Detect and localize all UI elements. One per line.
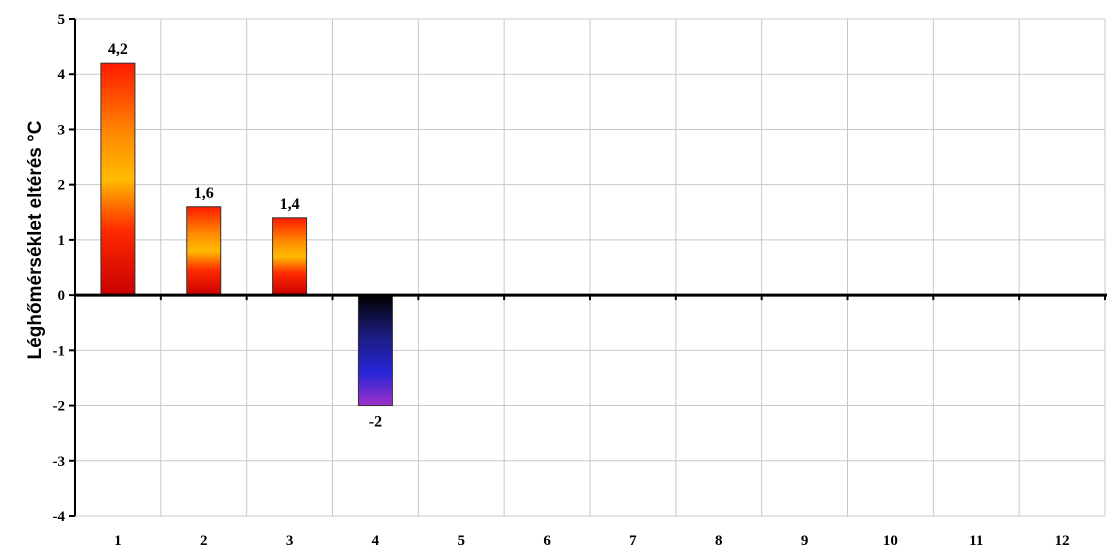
y-tick-label: 5 (58, 12, 66, 28)
x-tick-label: 7 (629, 533, 637, 549)
bar (357, 294, 393, 407)
bar (186, 206, 222, 296)
x-tick-label: 1 (114, 533, 122, 549)
y-tick-label: -2 (53, 399, 66, 415)
y-tick-label: 0 (58, 288, 66, 304)
y-tick-label: -3 (53, 454, 66, 470)
y-tick-label: -4 (53, 509, 66, 525)
data-label: 1,6 (194, 185, 214, 202)
x-tick-label: 6 (543, 533, 551, 549)
bar (272, 217, 308, 296)
data-label: -2 (369, 414, 382, 431)
y-tick-label: 3 (58, 122, 66, 138)
y-tick-label: 1 (58, 233, 66, 249)
y-axis-title: Léghőmérséklet eltérés °C (25, 120, 46, 359)
x-tick-label: 5 (458, 533, 466, 549)
x-tick-label: 4 (372, 533, 380, 549)
gridlines (75, 18, 1106, 517)
y-tick-label: 2 (58, 178, 66, 194)
x-tick-label: 2 (200, 533, 208, 549)
axes (69, 18, 1107, 517)
data-label: 1,4 (280, 196, 300, 213)
x-tick-label: 8 (715, 533, 723, 549)
x-tick-label: 11 (969, 533, 983, 549)
x-tick-label: 12 (1055, 533, 1070, 549)
bar (100, 62, 136, 296)
y-tick-label: 4 (58, 67, 66, 83)
x-tick-label: 10 (883, 533, 898, 549)
y-tick-label: -1 (53, 343, 66, 359)
x-tick-label: 3 (286, 533, 294, 549)
x-tick-label: 9 (801, 533, 809, 549)
data-label: 4,2 (108, 41, 128, 58)
